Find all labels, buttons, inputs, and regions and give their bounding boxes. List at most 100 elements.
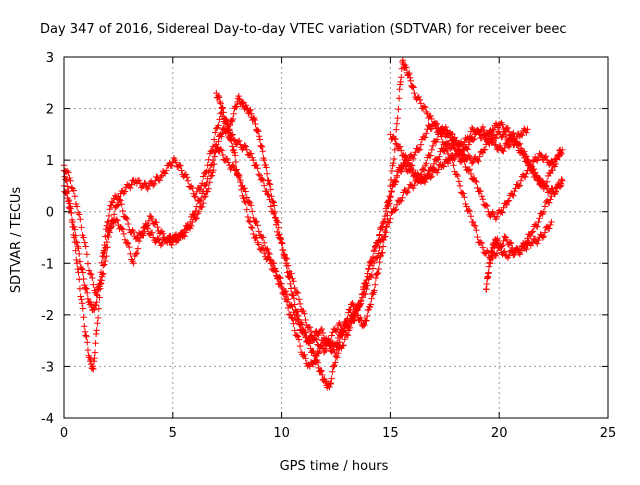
- data-point: [492, 141, 500, 149]
- data-point: [337, 332, 344, 340]
- data-point: [479, 196, 487, 203]
- data-point: [78, 224, 85, 231]
- data-point: [523, 170, 530, 177]
- data-point: [333, 346, 340, 354]
- data-point: [392, 206, 400, 213]
- data-point: [278, 239, 285, 246]
- data-point: [215, 138, 222, 145]
- data-point: [499, 121, 506, 128]
- data-point: [387, 131, 394, 138]
- data-point: [515, 183, 522, 190]
- data-point: [228, 132, 235, 139]
- data-point: [542, 183, 550, 190]
- data-point: [403, 64, 410, 71]
- y-tick-label: -1: [41, 257, 54, 272]
- data-point: [229, 162, 236, 169]
- data-point: [445, 130, 453, 137]
- data-point: [314, 359, 322, 366]
- data-point: [397, 78, 404, 86]
- data-point: [296, 342, 304, 350]
- data-point: [430, 160, 438, 168]
- data-point: [539, 234, 546, 241]
- data-point: [249, 208, 256, 215]
- data-point: [409, 82, 417, 90]
- data-point: [395, 95, 403, 102]
- data-point: [92, 340, 99, 347]
- data-point: [523, 153, 530, 160]
- data-point: [218, 104, 226, 111]
- data-point: [247, 110, 255, 117]
- data-point: [175, 236, 182, 244]
- data-point: [278, 280, 285, 288]
- data-point: [232, 103, 240, 111]
- data-point: [481, 146, 489, 153]
- data-point: [103, 252, 110, 260]
- data-point: [232, 158, 240, 166]
- data-point: [204, 162, 211, 169]
- data-point: [523, 246, 530, 253]
- data-point: [460, 190, 467, 197]
- data-point: [215, 92, 222, 100]
- data-point: [485, 208, 492, 215]
- data-point: [375, 238, 382, 246]
- data-point: [511, 251, 518, 258]
- data-point: [84, 346, 92, 354]
- data-point: [509, 191, 516, 198]
- data-point: [258, 143, 266, 151]
- data-point: [69, 218, 76, 226]
- data-point: [64, 183, 71, 190]
- data-point: [511, 187, 518, 195]
- data-point: [250, 230, 257, 238]
- data-point: [319, 329, 327, 337]
- data-point: [502, 131, 509, 138]
- data-point: [393, 201, 401, 208]
- data-point: [465, 206, 472, 214]
- data-point: [379, 243, 387, 250]
- data-point: [399, 57, 407, 64]
- data-point: [396, 143, 404, 150]
- data-point: [435, 156, 442, 163]
- data-point: [468, 124, 476, 132]
- data-point: [407, 77, 414, 85]
- data-point: [380, 218, 388, 226]
- data-point: [500, 147, 507, 155]
- data-point: [208, 161, 216, 168]
- series-6: [482, 218, 555, 293]
- data-point: [283, 291, 291, 299]
- data-point: [269, 198, 277, 205]
- data-point: [367, 301, 375, 308]
- data-point: [331, 361, 338, 369]
- data-point: [83, 251, 91, 258]
- data-point: [300, 307, 307, 315]
- data-point: [198, 180, 206, 187]
- data-point: [516, 140, 524, 147]
- data-point: [469, 158, 477, 166]
- data-point: [420, 166, 428, 174]
- data-point: [527, 232, 534, 240]
- data-point: [558, 150, 565, 157]
- data-point: [184, 177, 192, 184]
- data-point: [247, 202, 255, 209]
- data-point: [294, 289, 302, 297]
- data-point: [450, 162, 457, 169]
- y-tick-label: 0: [46, 206, 54, 221]
- data-point: [364, 273, 371, 280]
- data-point: [489, 126, 496, 133]
- y-tick-label: 1: [46, 154, 54, 169]
- data-point: [296, 300, 304, 308]
- data-point: [126, 243, 133, 251]
- data-point: [340, 342, 347, 349]
- data-point: [285, 273, 293, 280]
- y-tick-label: -2: [41, 309, 54, 324]
- data-point: [100, 247, 108, 254]
- data-point: [170, 235, 178, 242]
- data-point: [517, 177, 525, 184]
- data-point: [532, 222, 540, 230]
- data-point: [75, 245, 82, 252]
- data-point: [361, 321, 368, 329]
- data-point: [375, 265, 382, 273]
- data-point: [527, 161, 534, 169]
- data-point: [83, 285, 90, 292]
- data-point: [288, 290, 295, 298]
